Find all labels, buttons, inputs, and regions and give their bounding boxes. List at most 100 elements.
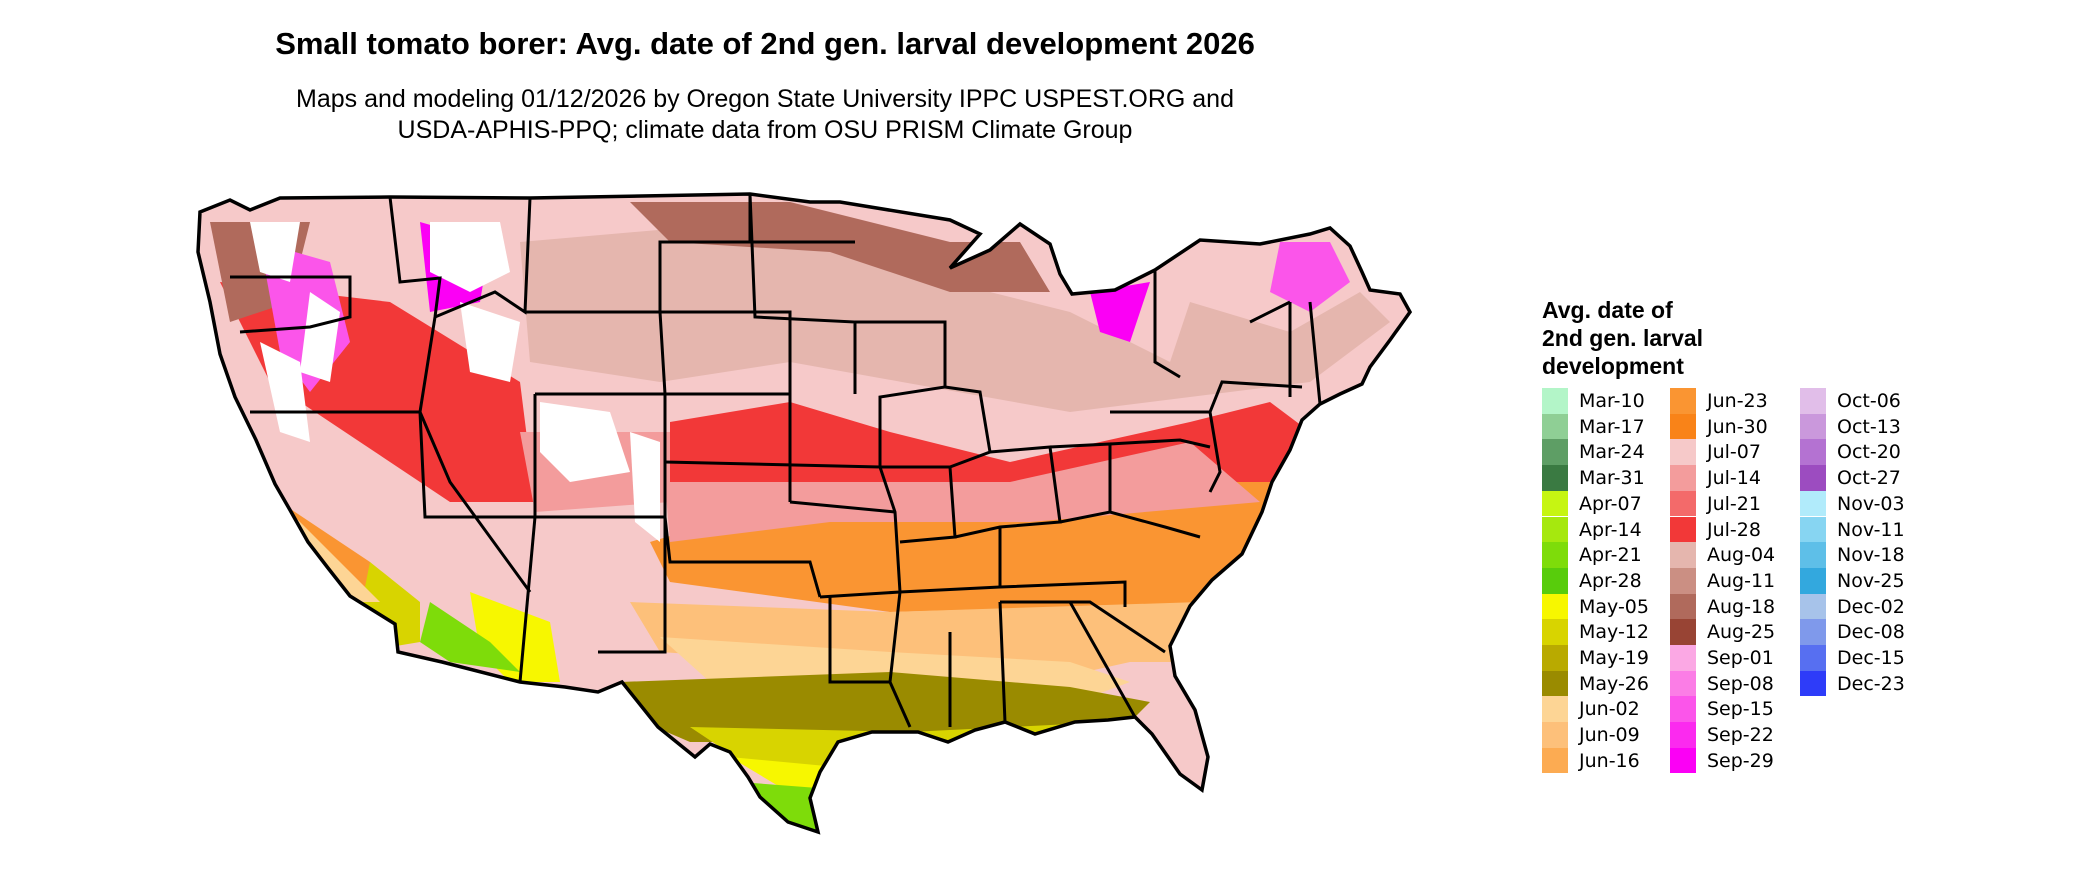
development-date-bands bbox=[198, 194, 1410, 832]
legend-item: May-05 bbox=[1542, 593, 1682, 620]
legend-swatch bbox=[1670, 670, 1696, 697]
legend-item: Apr-14 bbox=[1542, 516, 1682, 543]
map-subtitle: Maps and modeling 01/12/2026 by Oregon S… bbox=[150, 84, 1380, 146]
legend-item: Nov-11 bbox=[1800, 516, 1940, 543]
legend-label: Dec-08 bbox=[1837, 621, 1905, 644]
legend-item: Oct-13 bbox=[1800, 413, 1940, 440]
map-band bbox=[520, 222, 1390, 412]
legend-swatch bbox=[1670, 516, 1696, 543]
legend-swatch bbox=[1542, 490, 1568, 517]
legend-label: Apr-14 bbox=[1579, 518, 1642, 541]
legend-label: Mar-10 bbox=[1579, 390, 1645, 412]
legend-swatch bbox=[1670, 645, 1696, 671]
legend-swatch bbox=[1800, 413, 1826, 440]
legend-item: Dec-15 bbox=[1800, 645, 1940, 671]
legend-label: Nov-25 bbox=[1837, 569, 1905, 592]
legend-swatch bbox=[1670, 696, 1696, 723]
legend-swatch bbox=[1800, 670, 1826, 697]
legend-label: Apr-28 bbox=[1579, 569, 1642, 592]
legend-item: Jul-07 bbox=[1670, 439, 1810, 466]
legend-swatch bbox=[1670, 388, 1696, 414]
map-band bbox=[1090, 282, 1150, 342]
legend-item: Apr-07 bbox=[1542, 490, 1682, 517]
legend-item: Dec-02 bbox=[1800, 593, 1940, 620]
legend-swatch bbox=[1670, 542, 1696, 568]
legend-item: Aug-25 bbox=[1670, 619, 1810, 645]
legend-item: Sep-29 bbox=[1670, 747, 1810, 774]
map-band bbox=[1150, 782, 1205, 832]
legend-label: Mar-24 bbox=[1579, 441, 1645, 464]
legend-swatch bbox=[1542, 722, 1568, 748]
legend-swatch bbox=[1542, 413, 1568, 440]
subtitle-line-1: Maps and modeling 01/12/2026 by Oregon S… bbox=[296, 85, 1234, 113]
legend-item: Jun-23 bbox=[1670, 388, 1810, 414]
legend-item: Aug-04 bbox=[1670, 542, 1810, 568]
legend-item: Nov-03 bbox=[1800, 490, 1940, 517]
legend-swatch bbox=[1542, 388, 1568, 414]
legend-label: Nov-11 bbox=[1837, 518, 1905, 541]
legend-label: Dec-23 bbox=[1837, 672, 1905, 695]
legend: Mar-10 Mar-17 Mar-24 Mar-31 Apr-07 Apr-14 Apr-… bbox=[1542, 388, 2062, 778]
legend-swatch bbox=[1800, 439, 1826, 466]
legend-label: Jun-30 bbox=[1707, 415, 1768, 438]
us-outline bbox=[196, 192, 1413, 835]
us-map bbox=[196, 192, 1413, 835]
legend-item: Dec-23 bbox=[1800, 670, 1940, 697]
legend-swatch bbox=[1542, 516, 1568, 543]
legend-item: Apr-21 bbox=[1542, 542, 1682, 568]
legend-swatch bbox=[1800, 645, 1826, 671]
legend-label: Jul-28 bbox=[1707, 518, 1761, 541]
legend-label: Jul-07 bbox=[1707, 441, 1761, 464]
legend-swatch bbox=[1670, 747, 1696, 774]
legend-swatch bbox=[1670, 722, 1696, 748]
legend-item: Oct-27 bbox=[1800, 465, 1940, 491]
map-title: Small tomato borer: Avg. date of 2nd gen… bbox=[275, 26, 1255, 61]
legend-label: Sep-29 bbox=[1707, 749, 1774, 772]
legend-item: Oct-06 bbox=[1800, 388, 1940, 414]
legend-swatch bbox=[1542, 670, 1568, 697]
legend-label: Mar-17 bbox=[1579, 415, 1645, 438]
legend-item: Dec-08 bbox=[1800, 619, 1940, 645]
legend-swatch bbox=[1800, 619, 1826, 645]
legend-label: Sep-22 bbox=[1707, 724, 1774, 747]
legend-label: Sep-08 bbox=[1707, 672, 1774, 695]
legend-label: Jun-09 bbox=[1579, 724, 1640, 747]
legend-item: Nov-25 bbox=[1800, 567, 1940, 594]
legend-swatch bbox=[1670, 413, 1696, 440]
map-no-development-area bbox=[540, 402, 630, 482]
legend-item: Mar-17 bbox=[1542, 413, 1682, 440]
legend-item: May-12 bbox=[1542, 619, 1682, 645]
legend-item: Sep-15 bbox=[1670, 696, 1810, 723]
legend-item: Nov-18 bbox=[1800, 542, 1940, 568]
legend-item: Jun-09 bbox=[1542, 722, 1682, 748]
legend-swatch bbox=[1542, 696, 1568, 723]
legend-label: Jun-02 bbox=[1579, 698, 1640, 721]
legend-item: Jun-16 bbox=[1542, 747, 1682, 774]
legend-label: Aug-25 bbox=[1707, 621, 1776, 644]
subtitle-line-2: USDA-APHIS-PPQ; climate data from OSU PR… bbox=[397, 116, 1133, 144]
legend-item: Jul-14 bbox=[1670, 465, 1810, 491]
state-boundaries bbox=[230, 193, 1322, 728]
legend-swatch bbox=[1542, 593, 1568, 620]
legend-swatch bbox=[1670, 465, 1696, 491]
legend-swatch bbox=[1800, 593, 1826, 620]
legend-label: Oct-20 bbox=[1837, 441, 1901, 464]
legend-swatch bbox=[1800, 490, 1826, 517]
legend-label: Oct-13 bbox=[1837, 415, 1901, 438]
map-band bbox=[1175, 822, 1205, 832]
legend-item: Aug-18 bbox=[1670, 593, 1810, 620]
legend-item: Jun-30 bbox=[1670, 413, 1810, 440]
legend-item: May-26 bbox=[1542, 670, 1682, 697]
legend-label: Jul-21 bbox=[1707, 492, 1761, 515]
map-band bbox=[1270, 242, 1350, 312]
legend-title-line-1: Avg. date of bbox=[1542, 297, 1673, 323]
legend-label: May-19 bbox=[1579, 647, 1649, 669]
legend-label: Sep-15 bbox=[1707, 698, 1774, 721]
legend-item: Jun-02 bbox=[1542, 696, 1682, 723]
legend-item: Sep-08 bbox=[1670, 670, 1810, 697]
map-no-development-area bbox=[260, 342, 310, 442]
legend-label: Aug-18 bbox=[1707, 595, 1776, 618]
map-band bbox=[620, 672, 1150, 742]
legend-swatch bbox=[1800, 388, 1826, 414]
legend-label: Dec-15 bbox=[1837, 647, 1905, 669]
